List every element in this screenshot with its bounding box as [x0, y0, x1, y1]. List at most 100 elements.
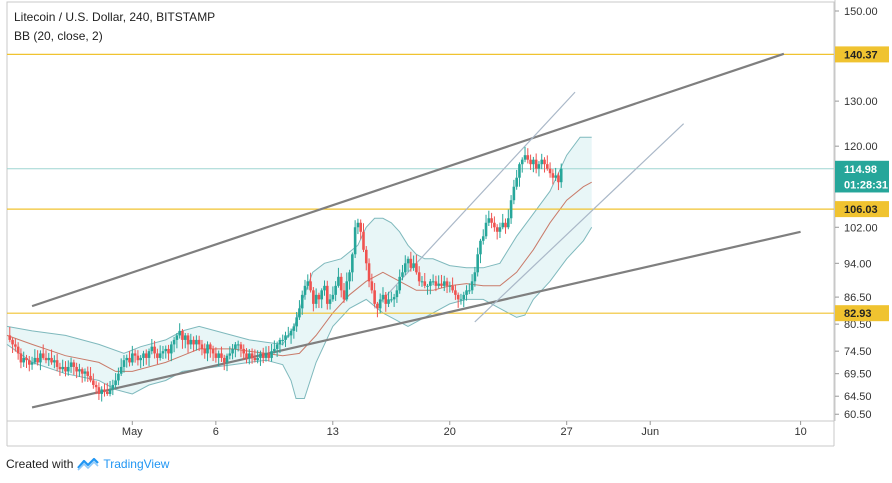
candle-body: [33, 357, 37, 363]
candle-body: [537, 164, 541, 169]
candle-body: [19, 353, 23, 363]
candle-body: [25, 357, 28, 361]
created-with-label: Created with: [6, 457, 74, 471]
candle-body: [309, 281, 312, 291]
tradingview-brand[interactable]: TradingView: [103, 457, 170, 471]
candle-body: [197, 339, 201, 345]
candle-body: [470, 281, 474, 291]
candle-body: [325, 285, 329, 304]
candle-body: [195, 339, 198, 345]
y-tick-label: 69.50: [844, 369, 872, 381]
candle-body: [314, 294, 318, 304]
candle-body: [242, 348, 246, 354]
candle-body: [370, 281, 374, 291]
candle-body: [532, 159, 535, 165]
candle-body: [92, 380, 95, 385]
candle-body: [454, 290, 457, 295]
candle-body: [493, 222, 496, 228]
price-label-level: 140.37: [844, 49, 878, 61]
candle-body: [30, 362, 34, 365]
candle-body: [183, 335, 187, 340]
candle-body: [431, 281, 435, 283]
candle-body: [392, 297, 396, 300]
candle-body: [348, 272, 351, 282]
candle-body: [200, 344, 204, 349]
candle-body: [103, 389, 106, 392]
candle-body: [292, 326, 296, 331]
candle-body: [353, 227, 357, 255]
candle-body: [468, 290, 471, 292]
candle-body: [412, 263, 415, 268]
candle-body: [523, 155, 527, 160]
candle-body: [364, 249, 368, 264]
candle-body: [186, 335, 190, 345]
candle-body: [206, 344, 209, 354]
candle-body: [114, 380, 117, 385]
candle-body: [264, 353, 268, 358]
candle-body: [97, 387, 101, 394]
y-tick-label: 94.00: [844, 258, 872, 270]
candle-body: [543, 159, 546, 165]
candle-body: [445, 281, 449, 286]
candle-body: [501, 222, 505, 228]
candle-body: [362, 231, 365, 250]
candle-body: [253, 357, 257, 361]
price-label-level: 82.93: [844, 308, 872, 320]
candle-body: [387, 299, 390, 304]
candle-body: [11, 339, 14, 345]
y-tick-label: 120.00: [844, 141, 878, 153]
y-tick-label: 80.50: [844, 319, 872, 331]
candle-body: [490, 218, 493, 223]
candle-body: [222, 357, 226, 363]
price-label-level-box: [835, 46, 889, 63]
candle-body: [351, 254, 354, 273]
candle-body: [220, 353, 223, 358]
candle-body: [14, 344, 17, 347]
candle-body: [209, 344, 212, 349]
y-tick-label: 64.50: [844, 391, 872, 403]
candle-body: [78, 369, 81, 372]
candle-body: [328, 299, 332, 304]
candle-body: [170, 344, 173, 354]
x-tick-label: May: [122, 426, 143, 438]
candle-body: [175, 335, 179, 340]
candle-body: [395, 290, 399, 298]
candle-body: [66, 366, 70, 372]
candle-body: [409, 258, 413, 268]
candle-body: [86, 371, 90, 376]
candle-body: [69, 362, 73, 367]
y-tick-label: 86.50: [844, 292, 872, 304]
candle-body: [473, 272, 477, 282]
channel-lower-line: [31, 230, 801, 409]
price-label-level-box: [835, 201, 889, 218]
candle-body: [437, 283, 440, 286]
candle-body: [295, 317, 298, 327]
candle-body: [234, 344, 237, 349]
candle-body: [275, 344, 279, 349]
x-tick-label: Jun: [641, 426, 659, 438]
candle-body: [323, 285, 326, 291]
candle-body: [515, 177, 518, 187]
candle-body: [239, 344, 243, 349]
candle-body: [300, 294, 304, 309]
candle-body: [509, 200, 513, 219]
candle-body: [58, 366, 62, 370]
candle-body: [320, 290, 324, 300]
candle-body: [47, 357, 51, 361]
candle-body: [462, 294, 466, 300]
candle-body: [181, 330, 184, 340]
candle-body: [228, 353, 232, 356]
candle-body: [298, 308, 301, 318]
candle-body: [270, 351, 273, 358]
candle-body: [236, 344, 240, 346]
candle-body: [442, 281, 446, 286]
candle-body: [53, 360, 56, 363]
footer: Created with TradingView: [6, 457, 169, 471]
candle-body: [289, 330, 293, 336]
candle-body: [337, 276, 340, 286]
candle-body: [479, 240, 482, 255]
inner-lower-line: [474, 123, 685, 323]
price-label-current-box: [835, 160, 889, 177]
